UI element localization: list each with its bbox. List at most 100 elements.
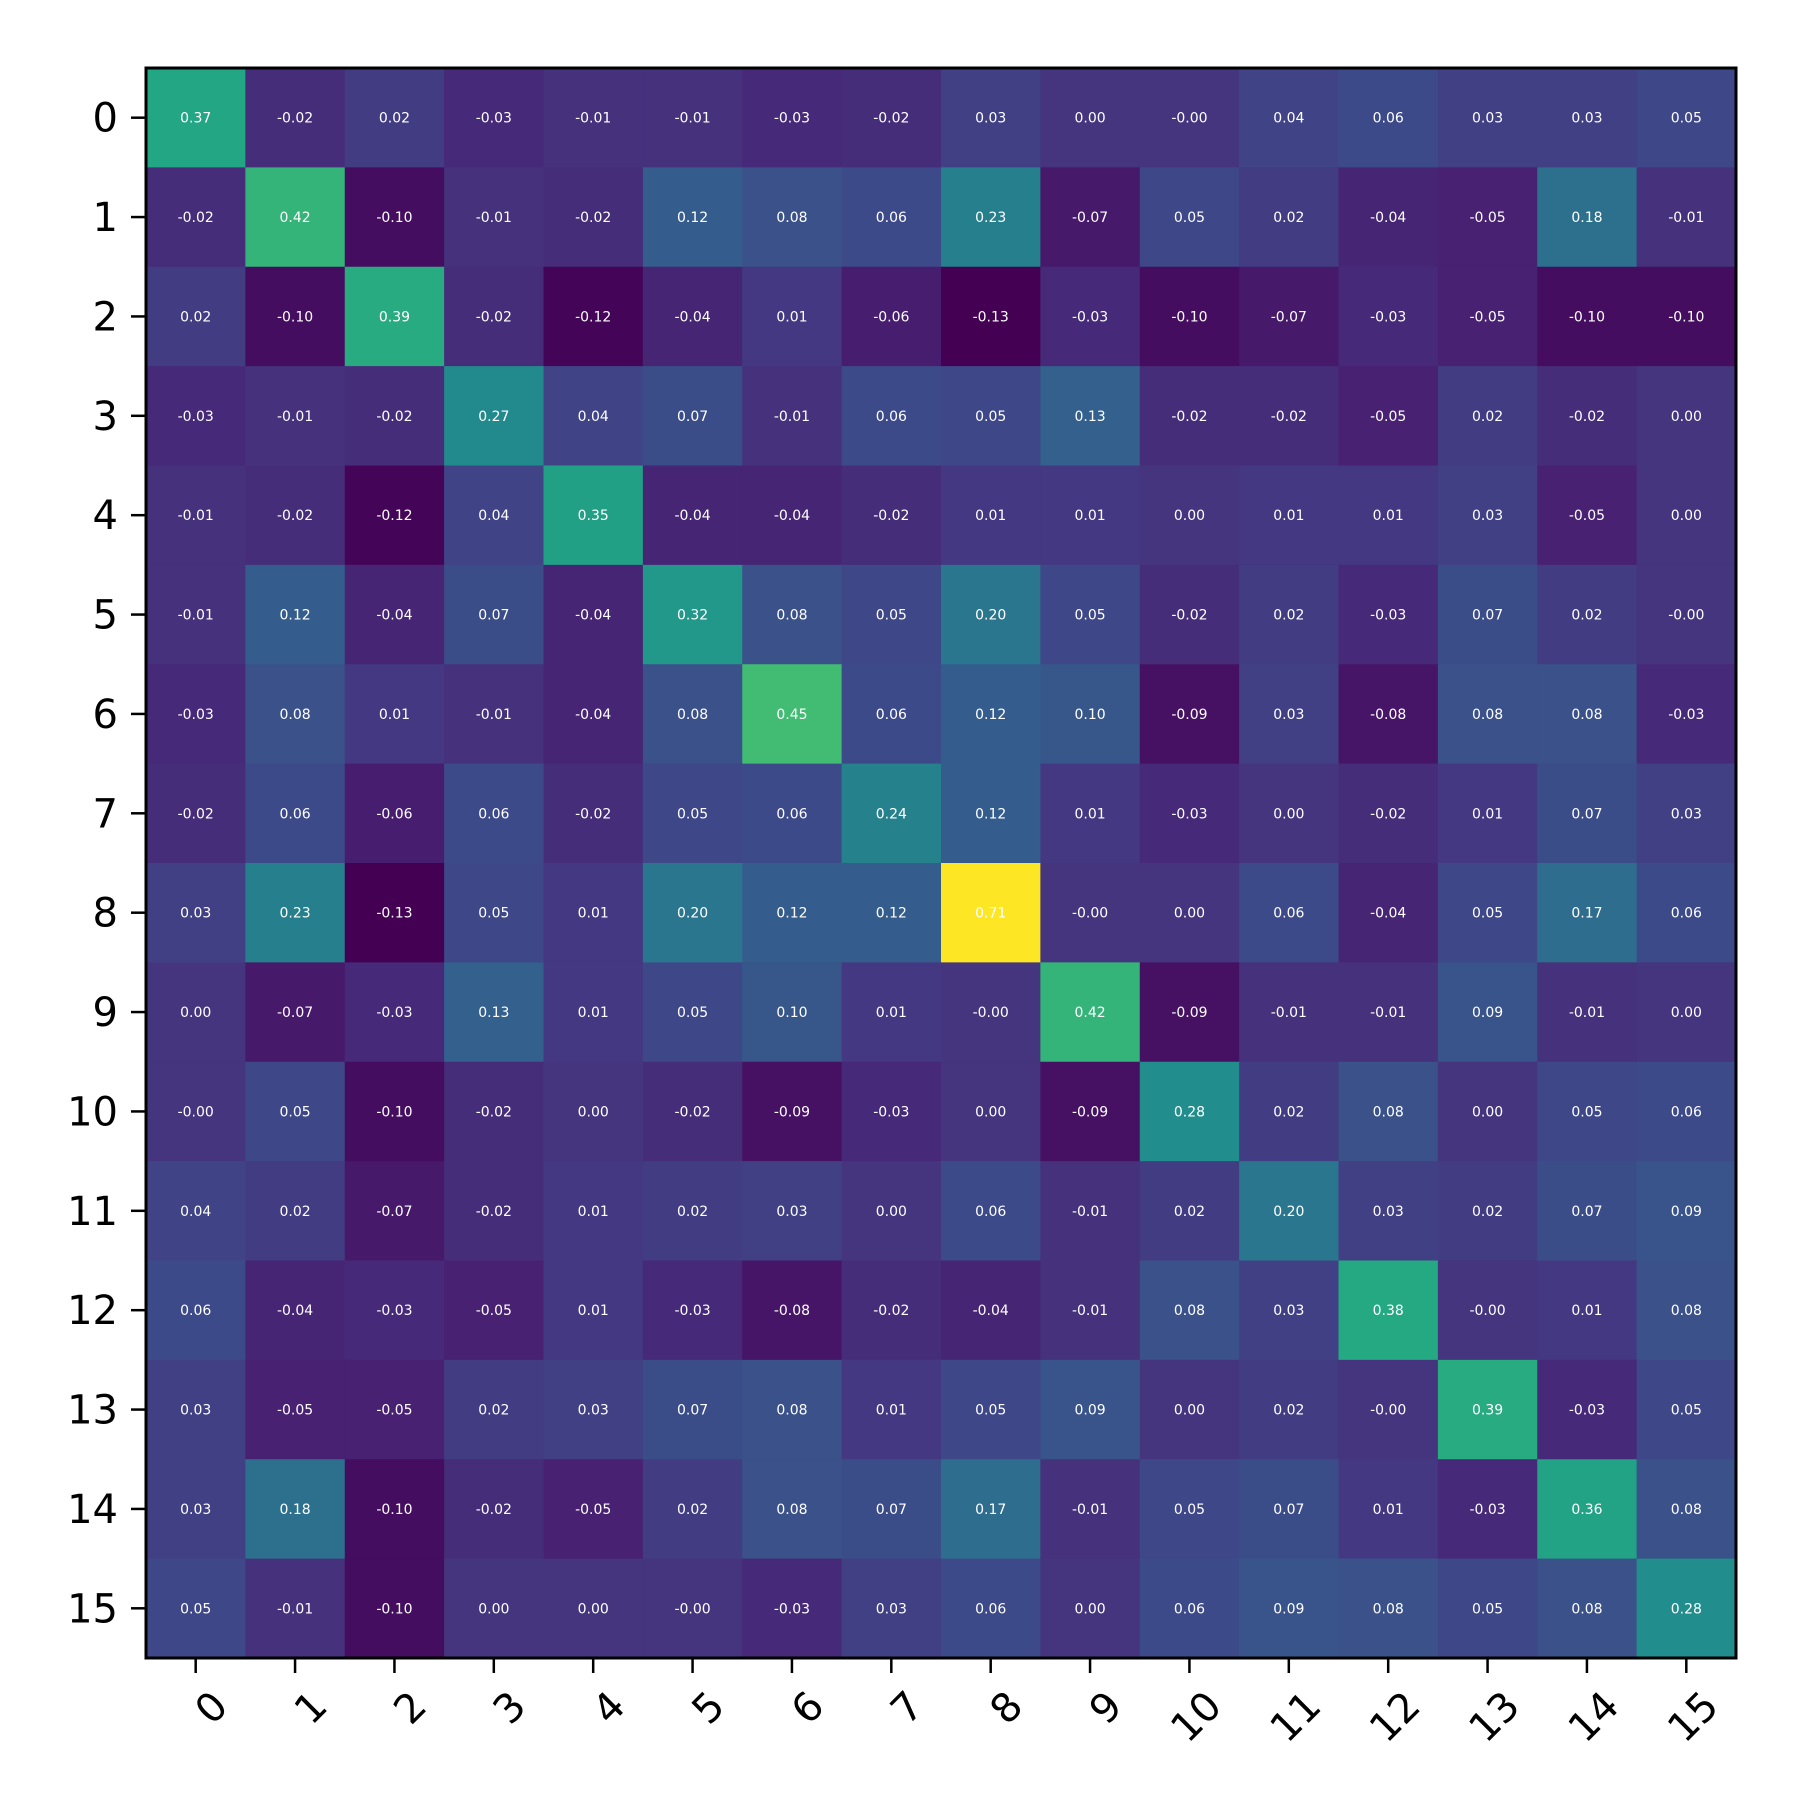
cell-value-label-r4-c11: 0.01 (1273, 508, 1304, 524)
heatmap-cell-r3-c9 (1040, 366, 1141, 466)
cell-value-label-r6-c10: -0.09 (1171, 707, 1207, 723)
cell-value-label-r3-c7: 0.06 (876, 409, 907, 425)
cell-value-label-r8-c2: -0.13 (376, 906, 412, 922)
heatmap-cell-r13-c15 (1636, 1359, 1737, 1460)
heatmap-cell-r2-c8 (941, 266, 1041, 367)
heatmap-cell-r3-c3 (444, 366, 544, 466)
cell-value-label-r5-c1: 0.12 (279, 608, 310, 624)
heatmap-cell-r9-c9 (1040, 962, 1141, 1063)
heatmap-cell-r6-c14 (1537, 664, 1638, 765)
cell-value-label-r13-c14: -0.03 (1569, 1403, 1605, 1419)
heatmap-cell-r7-c11 (1239, 763, 1339, 864)
cell-value-label-r4-c8: 0.01 (975, 508, 1006, 524)
heatmap-cell-r5-c12 (1338, 564, 1439, 665)
heatmap-cell-r9-c14 (1537, 962, 1638, 1063)
cell-value-label-r4-c9: 0.01 (1074, 508, 1105, 524)
cell-value-label-r5-c13: 0.07 (1472, 608, 1503, 624)
cell-value-label-r4-c12: 0.01 (1373, 508, 1404, 524)
y-tick-label-8: 8 (93, 891, 118, 937)
heatmap-cell-r11-c1 (245, 1161, 346, 1261)
cell-value-label-r13-c7: 0.01 (876, 1403, 907, 1419)
cell-value-label-r0-c0: 0.37 (180, 111, 211, 127)
cell-value-label-r9-c4: 0.01 (578, 1005, 609, 1021)
heatmap-cell-r11-c0 (146, 1161, 246, 1261)
cell-value-label-r4-c2: -0.12 (376, 508, 412, 524)
cell-value-label-r2-c8: -0.13 (973, 309, 1009, 325)
cell-value-label-r2-c11: -0.07 (1271, 309, 1307, 325)
heatmap-cell-r3-c7 (841, 366, 942, 466)
heatmap-cell-r5-c6 (742, 564, 843, 665)
heatmap-cell-r3-c13 (1437, 366, 1538, 466)
y-tick-label-6: 6 (93, 692, 118, 738)
cell-value-label-r3-c0: -0.03 (178, 409, 214, 425)
heatmap-cell-r12-c8 (941, 1260, 1041, 1361)
cell-value-label-r7-c10: -0.03 (1171, 806, 1207, 822)
heatmap-cell-r15-c4 (543, 1558, 644, 1659)
cell-value-label-r7-c0: -0.02 (178, 806, 214, 822)
cell-value-label-r10-c14: 0.05 (1571, 1104, 1602, 1120)
cell-value-label-r9-c3: 0.13 (478, 1005, 509, 1021)
cell-value-label-r6-c2: 0.01 (379, 707, 410, 723)
heatmap-cell-r10-c1 (245, 1061, 346, 1162)
heatmap-cell-r14-c12 (1338, 1459, 1439, 1560)
cell-value-label-r6-c6: 0.45 (776, 707, 807, 723)
heatmap-cell-r8-c0 (146, 863, 246, 963)
cell-value-label-r14-c8: 0.17 (975, 1502, 1006, 1518)
heatmap-cell-r10-c10 (1139, 1061, 1240, 1162)
heatmap-cell-r12-c10 (1139, 1260, 1240, 1361)
cell-value-label-r3-c4: 0.04 (578, 409, 609, 425)
heatmap-cell-r0-c0 (146, 68, 246, 168)
heatmap-cell-r0-c14 (1537, 68, 1638, 168)
cell-value-label-r5-c14: 0.02 (1571, 608, 1602, 624)
cell-value-label-r12-c7: -0.02 (873, 1303, 909, 1319)
heatmap-cell-r11-c11 (1239, 1161, 1339, 1261)
heatmap-cell-r0-c13 (1437, 68, 1538, 168)
cell-value-label-r9-c5: 0.05 (677, 1005, 708, 1021)
cell-value-label-r9-c11: -0.01 (1271, 1005, 1307, 1021)
cell-value-label-r5-c11: 0.02 (1273, 608, 1304, 624)
cell-value-label-r6-c12: -0.08 (1370, 707, 1406, 723)
heatmap-cell-r3-c6 (742, 366, 843, 466)
heatmap-cell-r5-c9 (1040, 564, 1141, 665)
heatmap-cell-r13-c3 (444, 1359, 544, 1460)
heatmap-cell-r13-c13 (1437, 1359, 1538, 1460)
heatmap-cell-r4-c0 (146, 465, 246, 566)
heatmap-cell-r9-c10 (1139, 962, 1240, 1063)
heatmap-cells (146, 68, 1737, 1659)
heatmap-cell-r6-c7 (841, 664, 942, 765)
cell-value-label-r15-c13: 0.05 (1472, 1601, 1503, 1617)
heatmap-cell-r14-c0 (146, 1459, 246, 1560)
heatmap-cell-r7-c5 (642, 763, 743, 864)
cell-value-label-r3-c3: 0.27 (478, 409, 509, 425)
heatmap-cell-r4-c6 (742, 465, 843, 566)
cell-value-label-r12-c4: 0.01 (578, 1303, 609, 1319)
cell-value-label-r13-c11: 0.02 (1273, 1403, 1304, 1419)
y-tick-label-10: 10 (67, 1089, 118, 1135)
heatmap-cell-r15-c12 (1338, 1558, 1439, 1659)
heatmap-cell-r14-c10 (1139, 1459, 1240, 1560)
cell-value-label-r1-c14: 0.18 (1571, 210, 1602, 226)
heatmap-cell-r6-c9 (1040, 664, 1141, 765)
heatmap-cell-r2-c4 (543, 266, 644, 367)
cell-value-label-r2-c10: -0.10 (1171, 309, 1207, 325)
y-tick-label-5: 5 (93, 593, 118, 639)
heatmap-cell-r9-c7 (841, 962, 942, 1063)
heatmap-cell-r1-c6 (742, 167, 843, 268)
heatmap-cell-r14-c13 (1437, 1459, 1538, 1560)
cell-value-label-r5-c4: -0.04 (575, 608, 611, 624)
cell-value-label-r2-c7: -0.06 (873, 309, 909, 325)
heatmap-cell-r8-c4 (543, 863, 644, 963)
plot-frame (144, 66, 1738, 1660)
heatmap-cell-r10-c13 (1437, 1061, 1538, 1162)
cell-value-label-r0-c14: 0.03 (1571, 111, 1602, 127)
heatmap-cell-r0-c15 (1636, 68, 1737, 168)
heatmap-cell-r10-c6 (742, 1061, 843, 1162)
cell-value-label-r7-c15: 0.03 (1671, 806, 1702, 822)
heatmap-cell-r5-c2 (344, 564, 445, 665)
cell-value-label-r5-c2: -0.04 (376, 608, 412, 624)
cell-value-label-r12-c13: -0.00 (1469, 1303, 1505, 1319)
heatmap-cell-r13-c2 (344, 1359, 445, 1460)
y-tick-label-4: 4 (93, 493, 118, 539)
cell-value-label-r2-c5: -0.04 (674, 309, 710, 325)
